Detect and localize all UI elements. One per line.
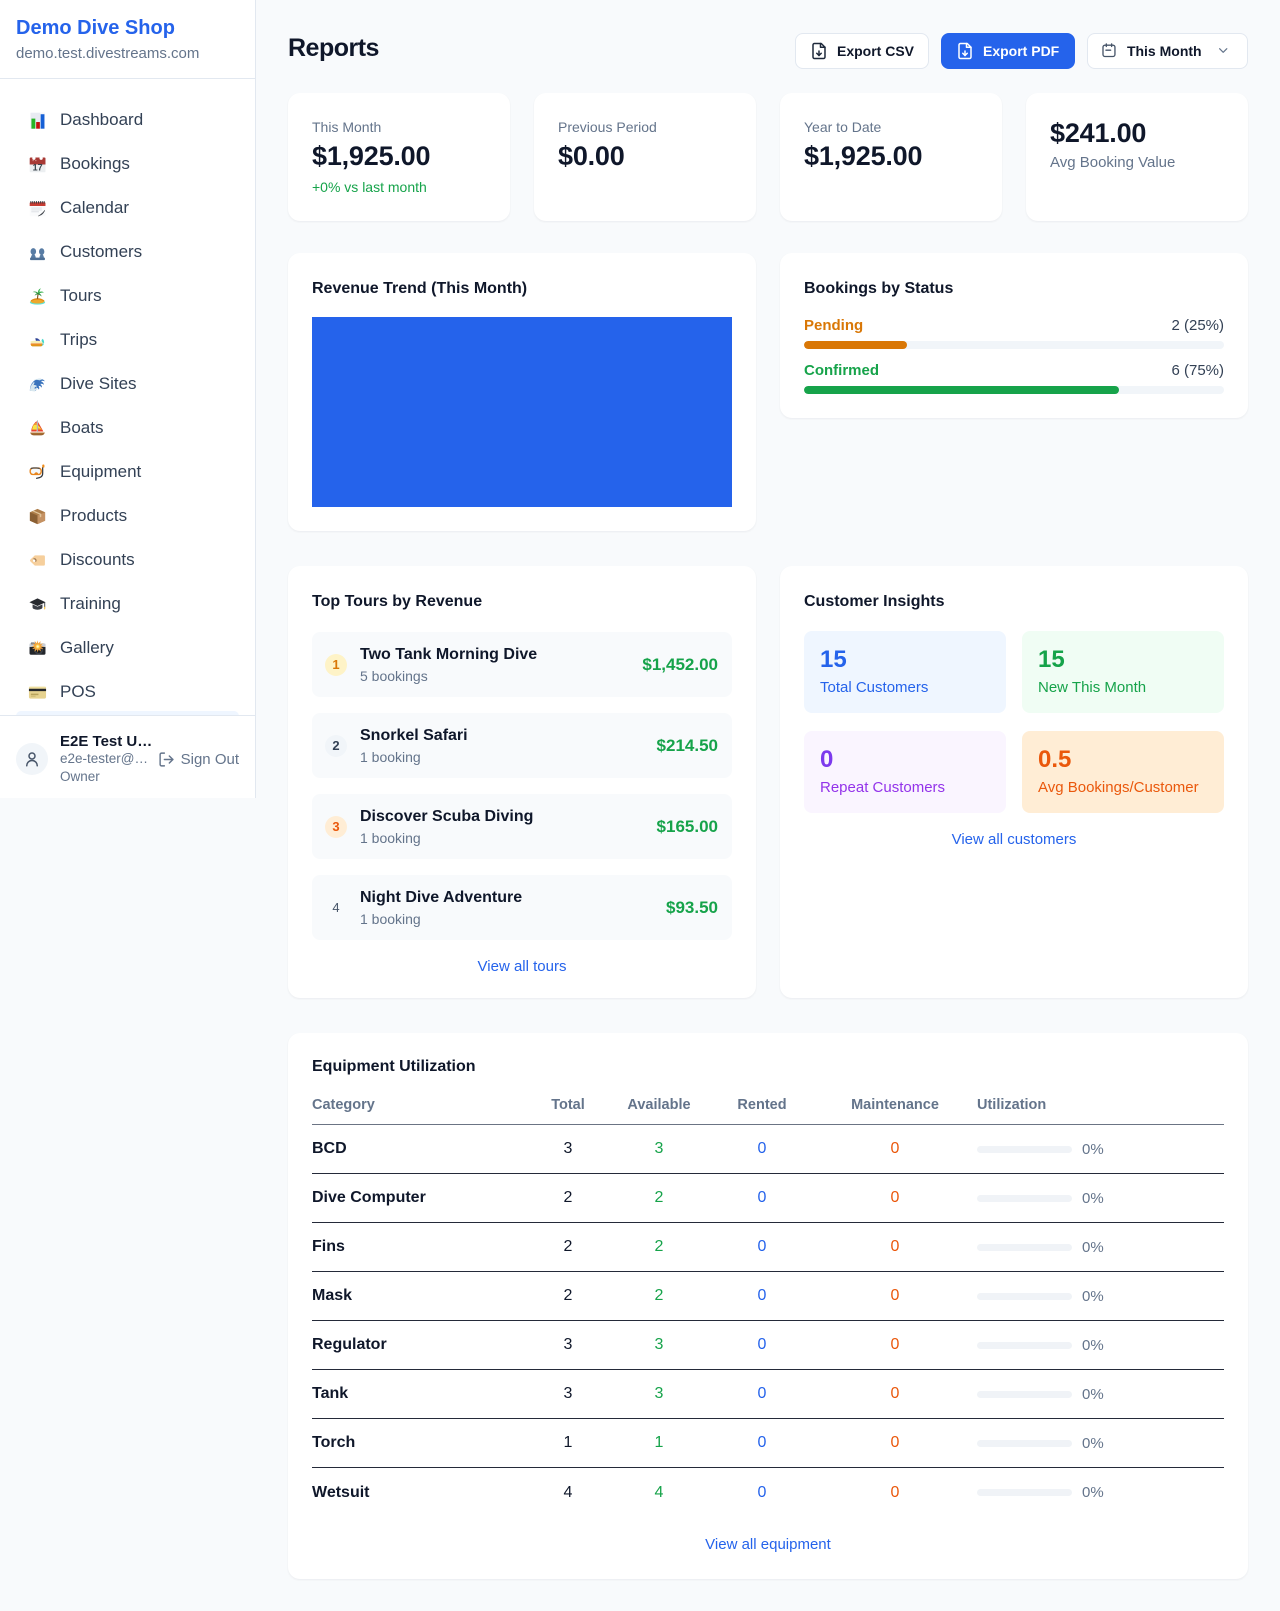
svg-text:17: 17: [33, 162, 43, 172]
